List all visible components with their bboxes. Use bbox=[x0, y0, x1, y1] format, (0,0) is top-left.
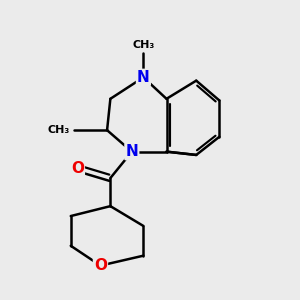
Text: CH₃: CH₃ bbox=[47, 125, 70, 135]
Text: CH₃: CH₃ bbox=[132, 40, 154, 50]
Text: O: O bbox=[71, 161, 84, 176]
Text: N: N bbox=[137, 70, 150, 85]
Text: N: N bbox=[125, 144, 138, 159]
Text: O: O bbox=[94, 258, 107, 273]
